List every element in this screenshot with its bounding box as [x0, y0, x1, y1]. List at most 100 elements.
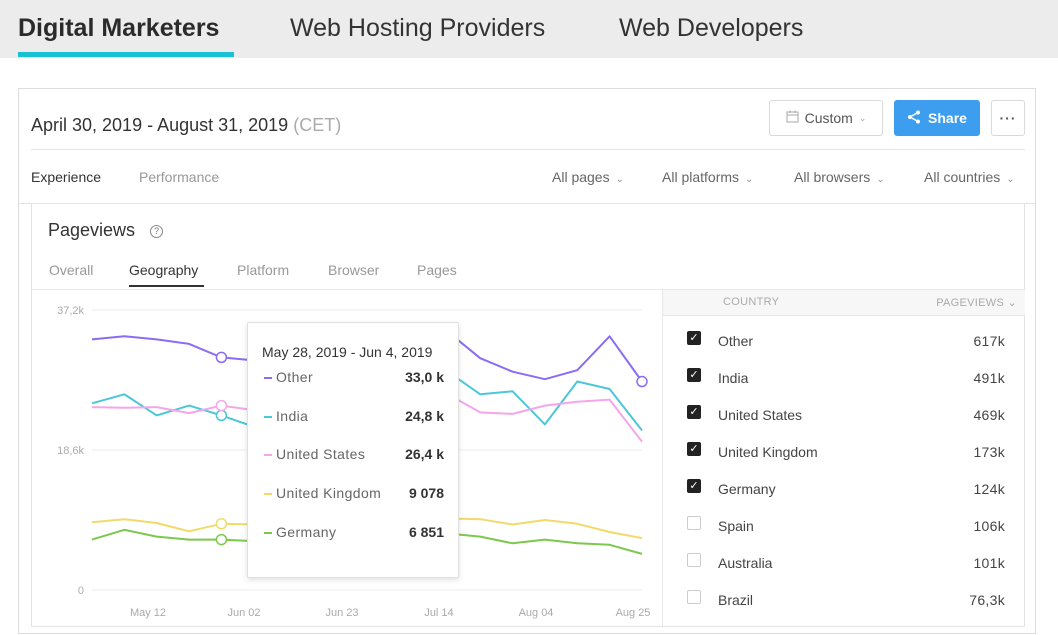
tab-overall[interactable]: Overall	[49, 262, 94, 278]
filter-browsers[interactable]: All browsers ⌄	[794, 169, 885, 185]
filter-divider	[19, 203, 1035, 204]
custom-range-button[interactable]: Custom ⌄	[769, 100, 883, 136]
custom-label: Custom	[804, 110, 853, 126]
tooltip-series-name: Germany	[276, 524, 337, 540]
date-range-text: April 30, 2019 - August 31, 2019	[31, 115, 289, 135]
row-checkbox[interactable]: ✓	[687, 331, 701, 345]
more-options-button[interactable]: ···	[991, 100, 1025, 136]
tab-browser[interactable]: Browser	[328, 262, 380, 278]
table-row[interactable]: Spain 106k	[663, 512, 1025, 549]
share-label: Share	[928, 110, 967, 126]
tab-platform[interactable]: Platform	[237, 262, 290, 278]
dashboard-card: April 30, 2019 - August 31, 2019 (CET) C…	[18, 88, 1036, 634]
chevron-down-icon: ⌄	[1006, 174, 1015, 185]
filter-countries-label: All countries	[924, 169, 1001, 185]
table-row[interactable]: ✓ Other 617k	[663, 327, 1025, 364]
filter-pages-label: All pages	[552, 169, 610, 185]
filter-platforms[interactable]: All platforms ⌄	[662, 169, 753, 185]
x-tick-label: Jul 14	[424, 607, 453, 619]
row-checkbox[interactable]: ✓	[687, 405, 701, 419]
x-tick-label: May 12	[130, 607, 166, 619]
share-icon	[907, 110, 921, 127]
hover-marker	[215, 533, 228, 546]
date-range: April 30, 2019 - August 31, 2019 (CET)	[31, 115, 341, 136]
table-row[interactable]: ✓ Germany 124k	[663, 475, 1025, 512]
country-name: Australia	[718, 555, 773, 571]
tooltip-row: India 24,8 k	[264, 408, 444, 426]
pageviews-value: 617k	[973, 333, 1005, 349]
x-tick-label: Aug 25	[616, 607, 651, 619]
x-tick-label: Aug 04	[519, 607, 554, 619]
chevron-down-icon: ⌄	[876, 174, 885, 185]
tooltip-series-value: 26,4 k	[405, 446, 444, 462]
active-subtab-underline	[129, 285, 204, 287]
tooltip-row: United Kingdom 9 078	[264, 485, 444, 503]
table-row[interactable]: Australia 101k	[663, 549, 1025, 586]
tooltip-series-value: 9 078	[408, 485, 444, 501]
share-button[interactable]: Share	[894, 100, 980, 136]
column-header-country[interactable]: COUNTRY	[723, 296, 780, 308]
header-divider	[31, 149, 1025, 150]
tooltip-row: Other 33,0 k	[264, 369, 444, 387]
sort-chevron-icon: ⌄	[1007, 297, 1017, 309]
pageviews-value: 173k	[973, 444, 1005, 460]
row-checkbox[interactable]: ✓	[687, 479, 701, 493]
filter-pages[interactable]: All pages ⌄	[552, 169, 624, 185]
tab-pages[interactable]: Pages	[417, 262, 457, 278]
help-icon[interactable]: ?	[150, 225, 163, 238]
tab-web-developers[interactable]: Web Developers	[619, 14, 804, 42]
hover-marker	[215, 399, 228, 412]
y-tick-label: 0	[78, 585, 84, 597]
x-tick-label: Jun 23	[325, 607, 358, 619]
timezone-label: (CET)	[293, 115, 342, 135]
hover-marker	[215, 351, 228, 364]
country-table: COUNTRY PAGEVIEWS ⌄ ✓ Other 617k ✓ India 491…	[662, 290, 1025, 626]
pageviews-header-label: PAGEVIEWS	[936, 297, 1005, 309]
filter-countries[interactable]: All countries ⌄	[924, 169, 1015, 185]
tooltip-row: United States 26,4 k	[264, 446, 444, 464]
legend-swatch	[264, 377, 272, 379]
row-checkbox[interactable]	[687, 553, 701, 567]
column-header-pageviews[interactable]: PAGEVIEWS ⌄	[936, 296, 1017, 309]
country-name: Other	[718, 333, 754, 349]
tooltip-series-name: United Kingdom	[276, 485, 382, 501]
country-name: United States	[718, 407, 803, 423]
subtab-performance[interactable]: Performance	[139, 169, 220, 185]
table-header: COUNTRY PAGEVIEWS ⌄	[663, 290, 1025, 316]
country-name: India	[718, 370, 749, 386]
pageviews-value: 124k	[973, 481, 1005, 497]
table-row[interactable]: ✓ India 491k	[663, 364, 1025, 401]
tab-digital-marketers[interactable]: Digital Marketers	[18, 14, 220, 42]
tab-geography[interactable]: Geography	[129, 262, 199, 278]
subtab-experience[interactable]: Experience	[31, 169, 102, 185]
tooltip-title: May 28, 2019 - Jun 4, 2019	[262, 344, 433, 360]
panel-divider	[32, 289, 1024, 290]
country-name: Brazil	[718, 592, 754, 608]
table-row[interactable]: Brazil 76,3k	[663, 586, 1025, 623]
table-row[interactable]: ✓ United Kingdom 173k	[663, 438, 1025, 475]
tooltip-series-value: 24,8 k	[405, 408, 444, 424]
chevron-down-icon: ⌄	[745, 174, 754, 185]
pageviews-value: 101k	[973, 555, 1005, 571]
pageviews-value: 491k	[973, 370, 1005, 386]
x-tick-label: Jun 02	[227, 607, 260, 619]
y-tick-label: 37,2k	[57, 305, 84, 317]
pageviews-value: 76,3k	[969, 592, 1005, 608]
active-tab-underline	[18, 52, 234, 57]
tooltip-series-value: 6 851	[408, 524, 444, 540]
pageviews-value: 106k	[973, 518, 1005, 534]
table-row[interactable]: ✓ United States 469k	[663, 401, 1025, 438]
filter-platforms-label: All platforms	[662, 169, 740, 185]
tooltip-series-name: India	[276, 408, 309, 424]
row-checkbox[interactable]	[687, 590, 701, 604]
row-checkbox[interactable]: ✓	[687, 442, 701, 456]
country-name: Germany	[718, 481, 776, 497]
legend-swatch	[264, 416, 272, 418]
pageviews-panel: Pageviews ? Overall Geography Platform B…	[31, 204, 1025, 627]
hover-marker	[215, 409, 228, 422]
row-checkbox[interactable]	[687, 516, 701, 530]
tab-web-hosting-providers[interactable]: Web Hosting Providers	[290, 14, 546, 42]
pageviews-value: 469k	[973, 407, 1005, 423]
row-checkbox[interactable]: ✓	[687, 368, 701, 382]
tooltip-row: Germany 6 851	[264, 524, 444, 542]
